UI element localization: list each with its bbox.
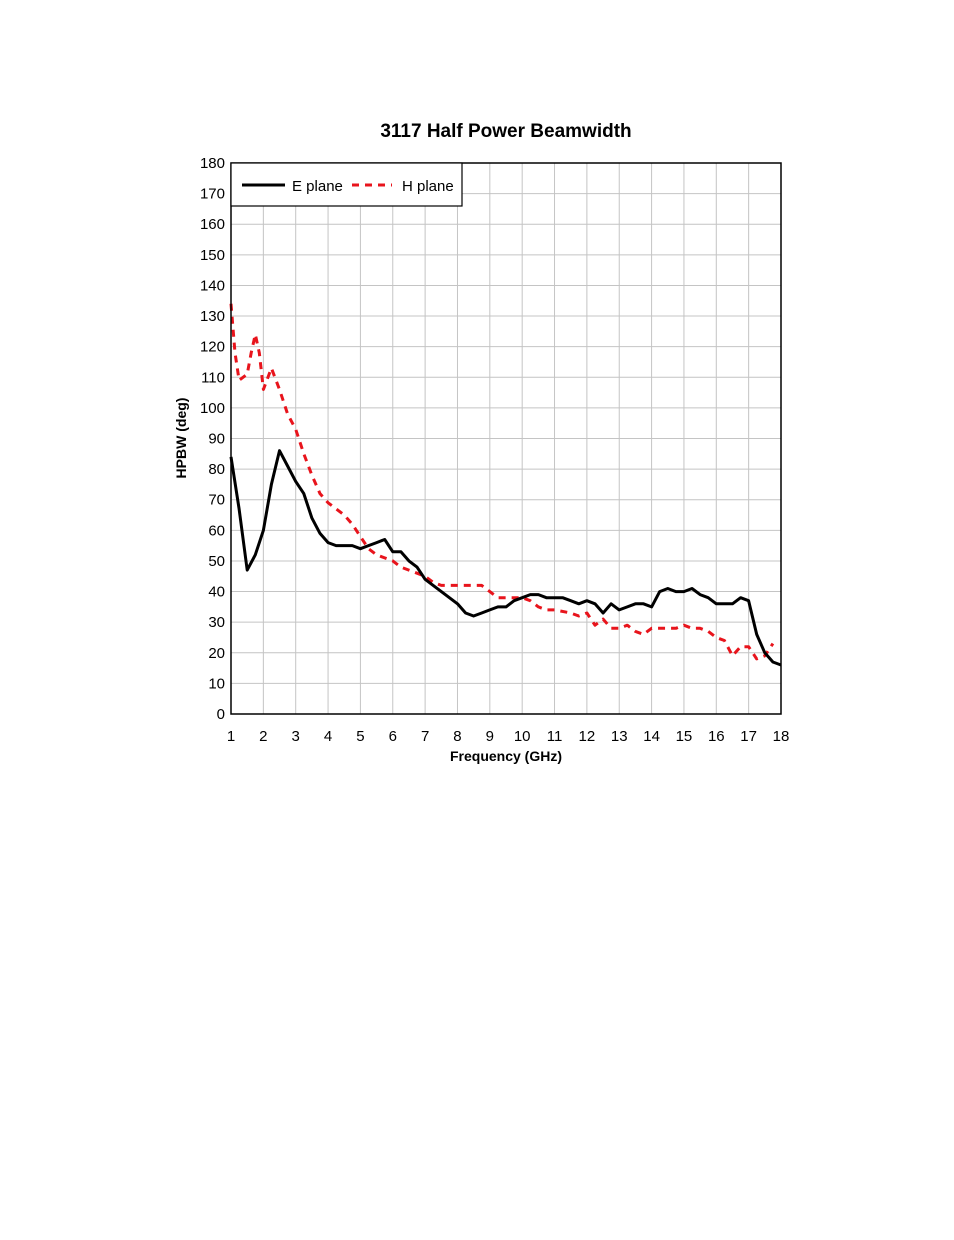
x-tick-label: 6 — [389, 728, 397, 745]
y-tick-label: 80 — [208, 461, 225, 478]
x-axis-ticks: 1 2 3 4 5 6 7 8 9 10 11 12 13 14 15 16 17 18 — [227, 728, 790, 745]
series-line-h-plane — [229, 303, 775, 661]
legend-label-e-plane: E plane — [292, 178, 343, 195]
x-tick-label: 9 — [486, 728, 494, 745]
x-tick-label: 8 — [453, 728, 461, 745]
y-tick-label: 120 — [200, 339, 225, 356]
y-axis-label: HPBW (deg) — [173, 398, 189, 479]
y-tick-label: 100 — [200, 400, 225, 417]
y-tick-label: 150 — [200, 247, 225, 264]
x-tick-label: 2 — [259, 728, 267, 745]
y-tick-label: 30 — [208, 614, 225, 631]
y-axis-ticks: 0 10 20 30 40 50 60 70 80 90 100 110 120 130 140 150 160… — [200, 155, 225, 723]
y-tick-label: 20 — [208, 645, 225, 662]
x-tick-label: 11 — [547, 728, 563, 745]
x-tick-label: 5 — [356, 728, 364, 745]
y-tick-label: 60 — [208, 522, 225, 539]
x-tick-label: 12 — [579, 728, 596, 745]
x-axis-label: Frequency (GHz) — [450, 748, 562, 764]
y-tick-label: 160 — [200, 216, 225, 233]
y-tick-label: 50 — [208, 553, 225, 570]
plot-area-border — [230, 162, 782, 715]
y-tick-label: 140 — [200, 277, 225, 294]
y-tick-label: 180 — [200, 155, 225, 172]
x-tick-label: 15 — [676, 728, 693, 745]
legend: E plane H plane — [230, 162, 463, 207]
x-tick-label: 16 — [708, 728, 725, 745]
x-tick-label: 3 — [292, 728, 300, 745]
y-tick-label: 130 — [200, 308, 225, 325]
x-tick-label: 13 — [611, 728, 628, 745]
x-tick-label: 4 — [324, 728, 332, 745]
x-tick-label: 18 — [773, 728, 790, 745]
y-tick-label: 10 — [208, 675, 225, 692]
series-lines — [229, 303, 782, 667]
x-tick-label: 14 — [643, 728, 660, 745]
y-tick-label: 40 — [208, 584, 225, 601]
y-tick-label: 90 — [208, 431, 225, 448]
x-tick-label: 10 — [514, 728, 531, 745]
x-tick-label: 7 — [421, 728, 429, 745]
chart-title: 3117 Half Power Beamwidth — [380, 121, 631, 142]
x-tick-label: 17 — [740, 728, 757, 745]
grid-lines — [230, 162, 782, 715]
y-tick-label: 0 — [217, 706, 225, 723]
x-tick-label: 1 — [227, 728, 235, 745]
y-tick-label: 70 — [208, 492, 225, 509]
series-line-e-plane — [229, 449, 782, 667]
y-tick-label: 170 — [200, 186, 225, 203]
y-tick-label: 110 — [201, 369, 225, 386]
legend-label-h-plane: H plane — [402, 178, 454, 195]
